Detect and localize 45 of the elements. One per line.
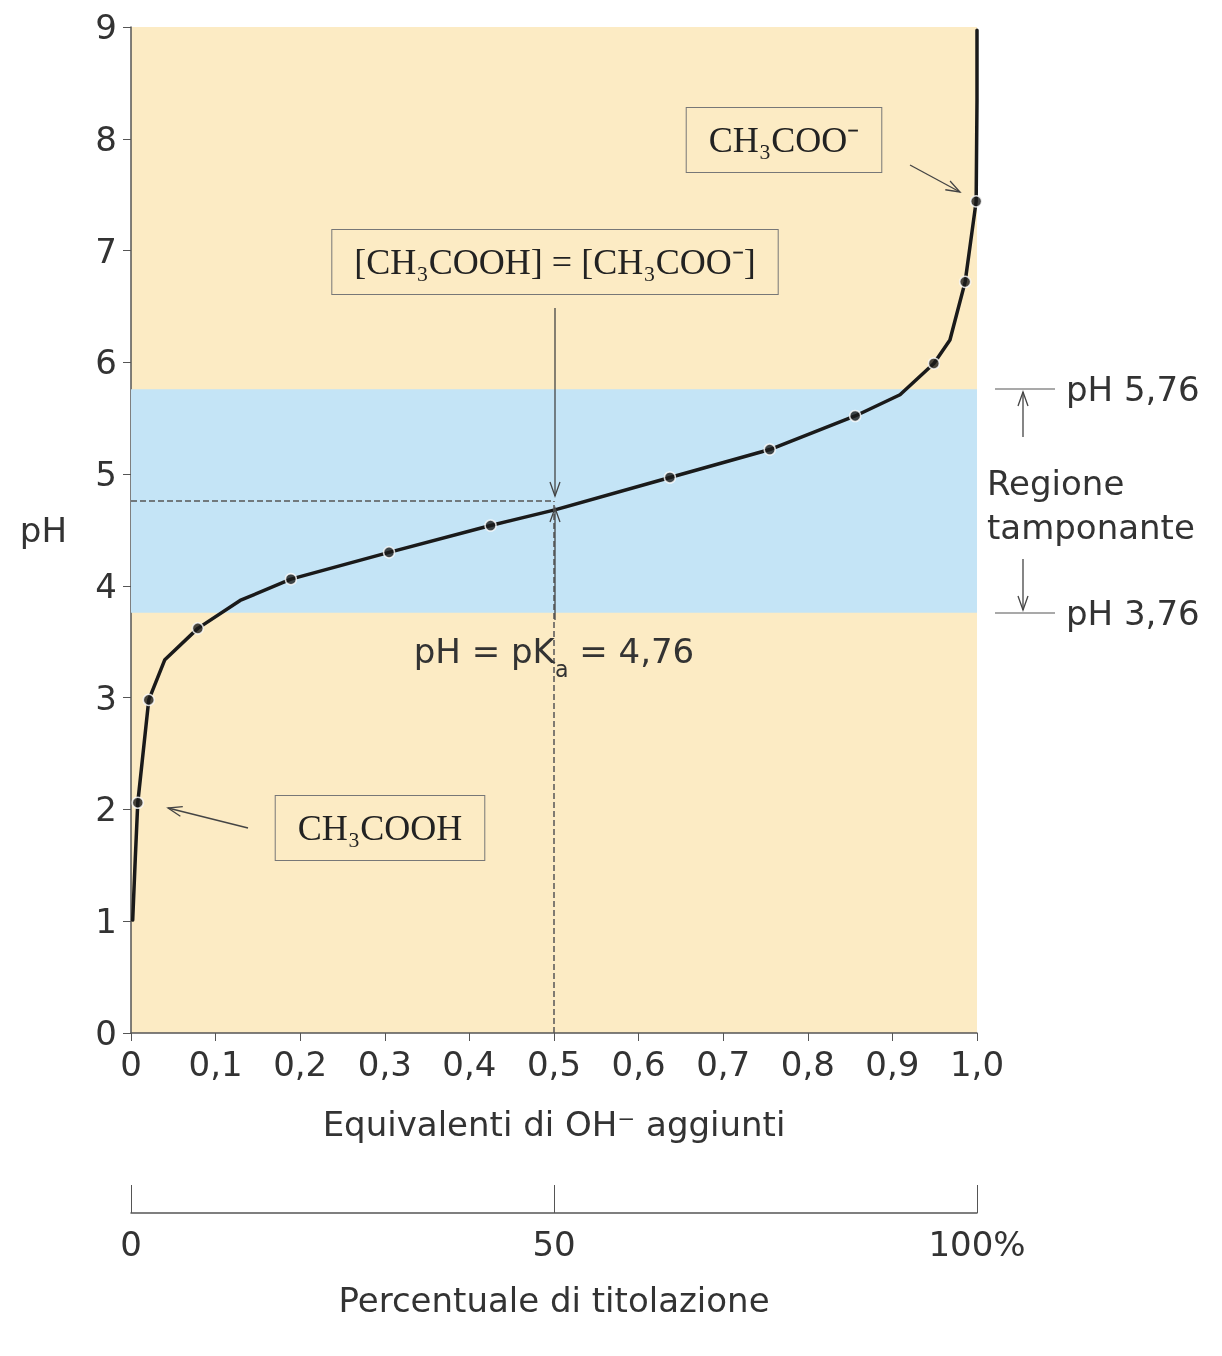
text: pH 3,76 bbox=[1066, 592, 1200, 633]
point bbox=[131, 796, 145, 809]
y-tick-label: 0 bbox=[95, 1013, 117, 1053]
y-tick-label: 1 bbox=[95, 901, 117, 942]
band-label: Regione tamponante bbox=[987, 462, 1195, 547]
y-tick-label: 3 bbox=[95, 677, 117, 718]
text: pH 5,76 bbox=[1066, 369, 1200, 410]
point bbox=[958, 275, 972, 289]
x-tick-label: 0,5 bbox=[526, 1044, 582, 1084]
annotation: CH₃COO⁻ bbox=[708, 120, 860, 160]
x-tick-label: 0,7 bbox=[696, 1044, 751, 1084]
x-tick-label: 0,9 bbox=[865, 1044, 920, 1084]
x-tick-label: 0,3 bbox=[357, 1044, 412, 1084]
x-tick-label: 0 bbox=[120, 1044, 142, 1084]
y-tick-label: 9 bbox=[95, 7, 117, 47]
x-tick-label: 0,6 bbox=[611, 1044, 666, 1084]
x2-axis-title: Percentuale di titolazione bbox=[338, 1280, 770, 1320]
point bbox=[142, 693, 156, 707]
x-tick-label: 0,1 bbox=[188, 1044, 243, 1084]
point bbox=[763, 443, 776, 456]
y-tick-label: 6 bbox=[95, 342, 117, 383]
y-tick-label: 7 bbox=[95, 230, 117, 271]
x-tick-label: 0,4 bbox=[442, 1044, 497, 1084]
x2-tick-label: 50 bbox=[532, 1224, 576, 1264]
point bbox=[484, 519, 497, 532]
y-axis-title: pH bbox=[19, 510, 67, 550]
x-axis-title: Equivalenti di OH⁻ aggiunti bbox=[322, 1104, 786, 1144]
point bbox=[927, 357, 941, 370]
annotation: [CH₃COOH] = [CH₃COO⁻] bbox=[354, 242, 756, 282]
point bbox=[284, 572, 298, 586]
y-tick-label: 4 bbox=[95, 565, 117, 606]
point bbox=[191, 622, 205, 635]
x-tick-label: 0,2 bbox=[273, 1044, 328, 1084]
x-tick-label: 0,8 bbox=[780, 1044, 835, 1084]
x2-tick-label: 0 bbox=[120, 1224, 142, 1264]
annotation: CH₃COOH bbox=[297, 808, 463, 848]
x2-tick-label: 100% bbox=[928, 1224, 1026, 1264]
point bbox=[969, 195, 983, 208]
y-tick-label: 5 bbox=[95, 454, 117, 495]
point bbox=[848, 409, 862, 423]
point bbox=[663, 471, 677, 484]
y-tick-label: 8 bbox=[95, 118, 117, 159]
y-tick-label: 2 bbox=[95, 789, 117, 830]
point bbox=[382, 546, 396, 559]
x-tick-label: 1,0 bbox=[949, 1044, 1005, 1084]
